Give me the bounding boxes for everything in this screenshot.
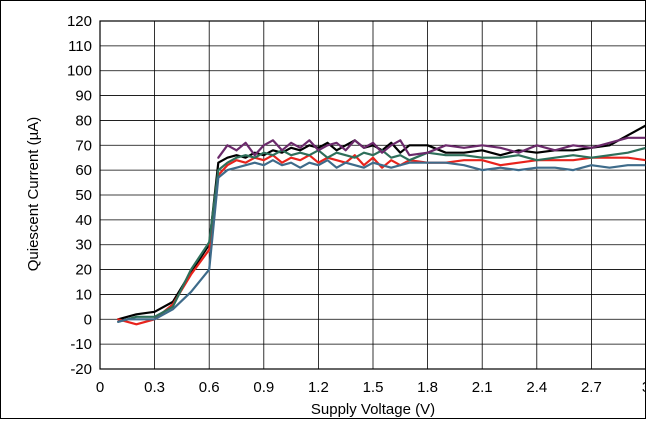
x-tick-label: 2.7 (581, 379, 602, 396)
x-axis-label: Supply Voltage (V) (311, 401, 435, 418)
y-tick-label: 20 (75, 262, 92, 279)
y-tick-label: 120 (67, 13, 92, 30)
x-tick-label: 1.8 (417, 379, 438, 396)
x-tick-label: 0.6 (199, 379, 220, 396)
y-tick-label: 90 (75, 88, 92, 105)
x-tick-label: 3 (642, 379, 646, 396)
y-axis-label: Quiescent Current (µA) (25, 117, 42, 272)
x-tick-label: 0.3 (144, 379, 165, 396)
y-tick-label: 40 (75, 212, 92, 229)
y-tick-label: 30 (75, 237, 92, 254)
y-tick-label: -20 (70, 361, 92, 378)
x-tick-label: 0 (96, 379, 104, 396)
x-tick-label: 1.5 (363, 379, 384, 396)
y-tick-label: 10 (75, 286, 92, 303)
y-tick-label: 50 (75, 187, 92, 204)
y-tick-label: 80 (75, 112, 92, 129)
x-tick-label: 2.1 (472, 379, 493, 396)
y-tick-label: 70 (75, 137, 92, 154)
x-tick-label: 0.9 (253, 379, 274, 396)
y-tick-label: -10 (70, 336, 92, 353)
y-tick-label: 0 (84, 311, 92, 328)
y-tick-label: 60 (75, 162, 92, 179)
x-tick-label: 2.4 (526, 379, 547, 396)
y-tick-label: 100 (67, 63, 92, 80)
y-tick-label: 110 (68, 38, 92, 55)
x-tick-label: 1.2 (308, 379, 329, 396)
